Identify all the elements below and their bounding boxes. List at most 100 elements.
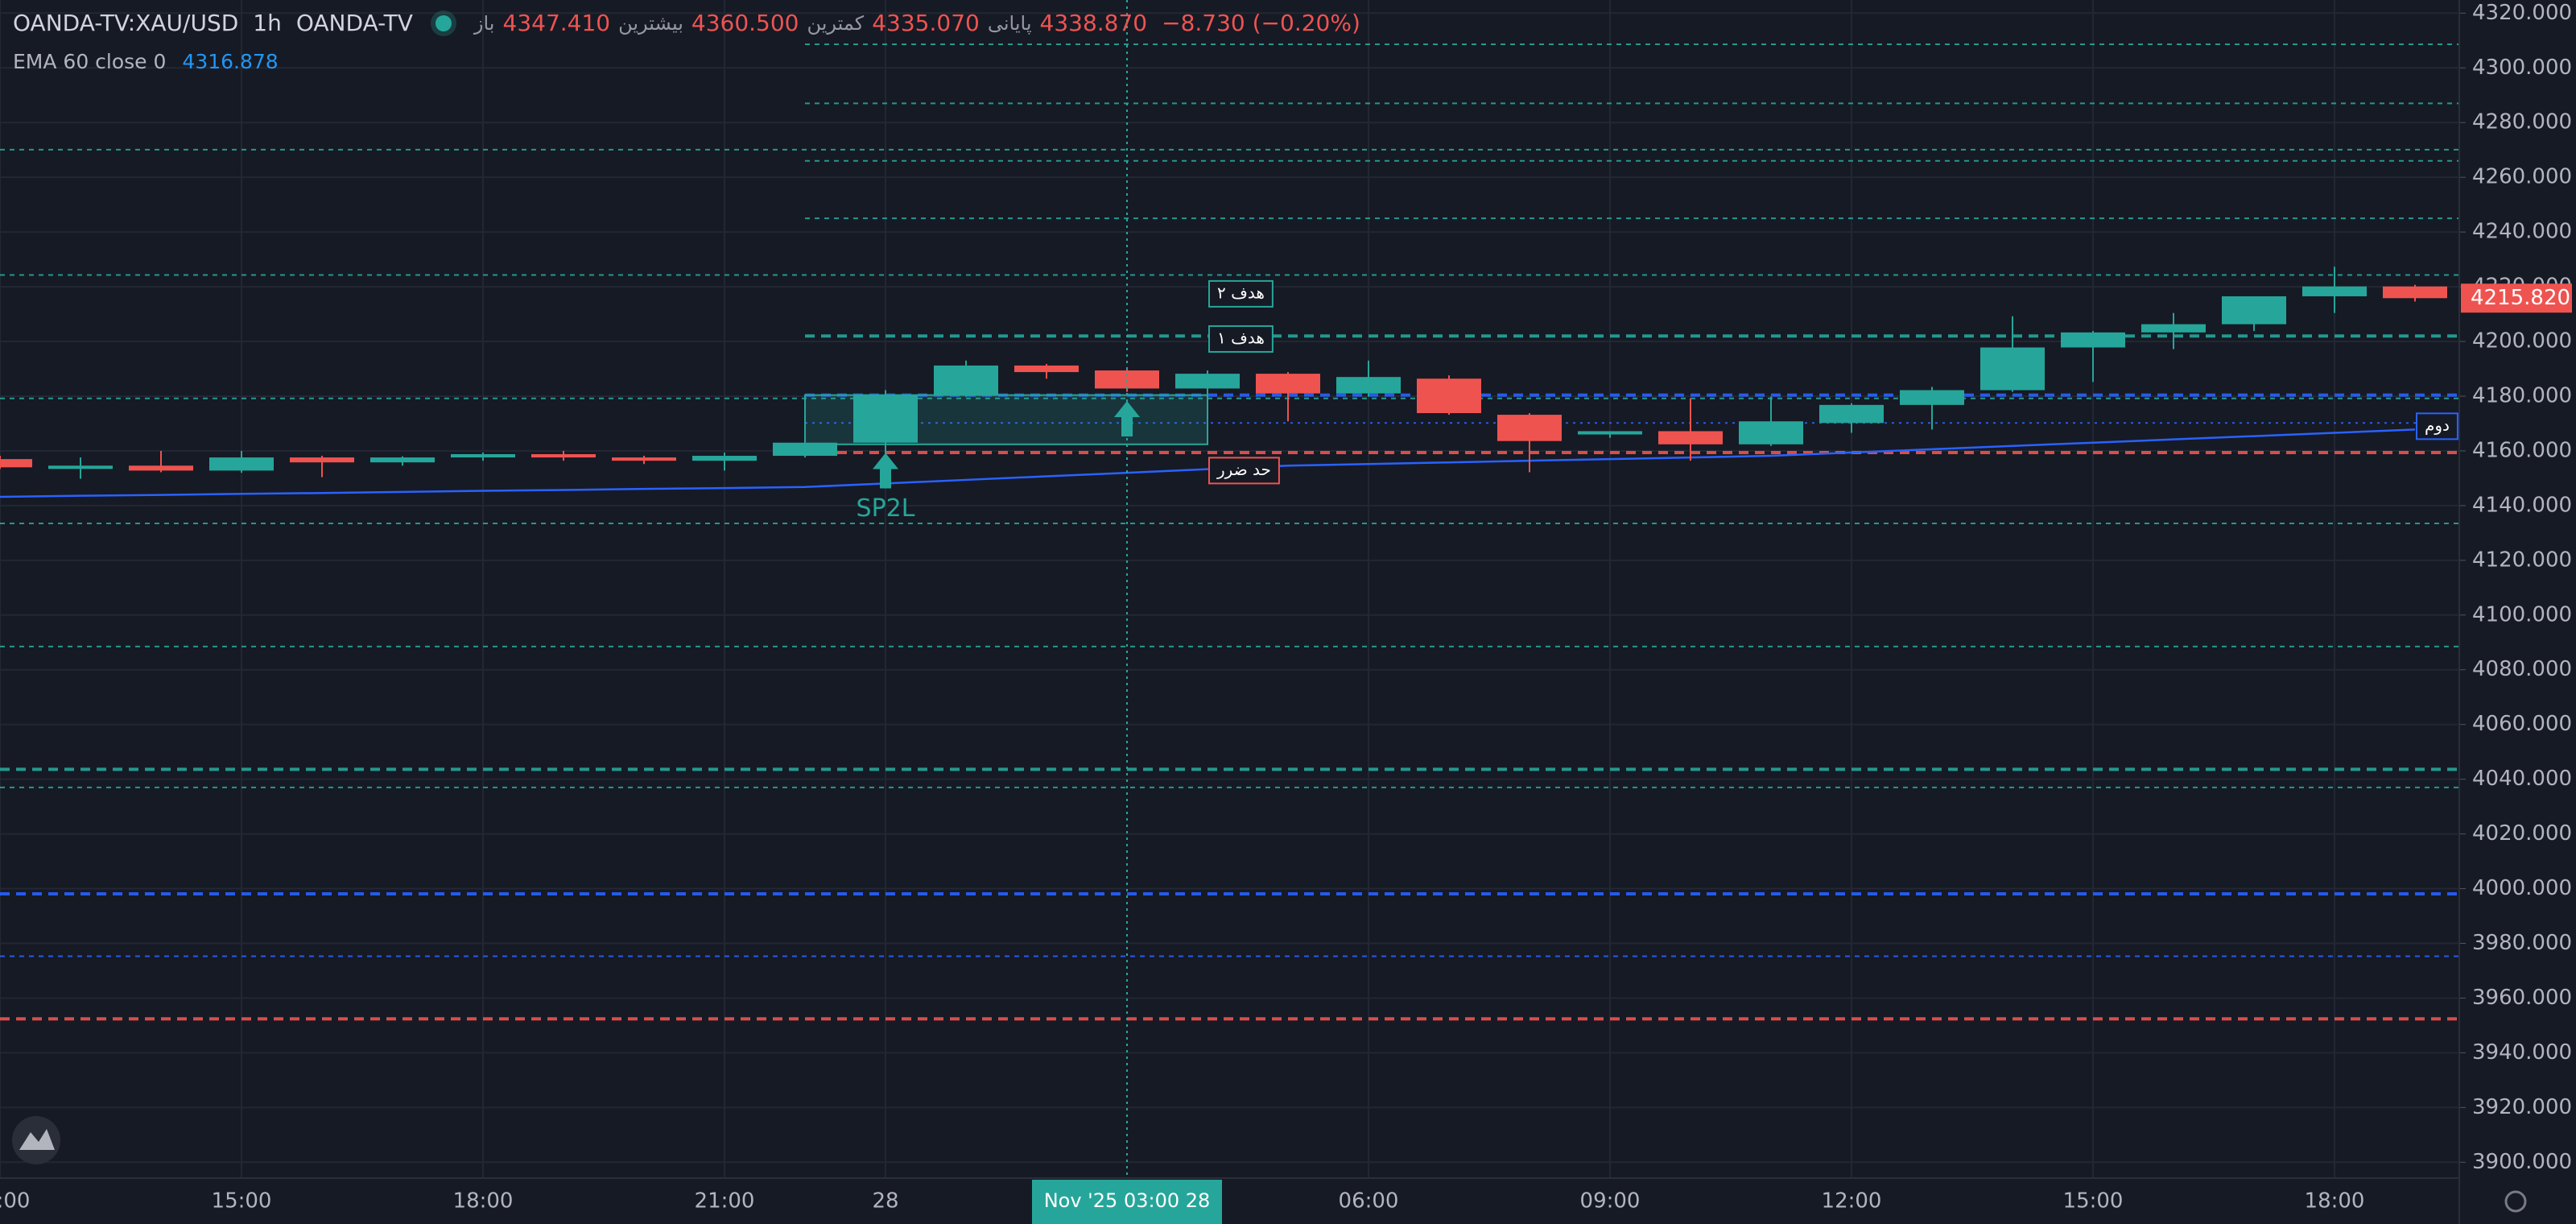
candle-body [612, 457, 676, 461]
candle-body [1900, 390, 1964, 405]
candle-body [1578, 431, 1642, 435]
ohlc-label: باز [473, 11, 495, 35]
annotation-label: حد ضرر [1216, 460, 1271, 479]
y-tick-label: 4200.000 [2472, 329, 2572, 354]
y-tick-label: 3980.000 [2472, 931, 2572, 955]
y-tick-label: 3920.000 [2472, 1095, 2572, 1119]
candle-body [1980, 347, 2045, 391]
y-tick-label: 4140.000 [2472, 493, 2572, 517]
candle-body [1175, 374, 1240, 389]
last-price-tag [2461, 283, 2572, 313]
candle-body [209, 457, 274, 471]
candle-body [129, 465, 193, 471]
annotation-box [1208, 279, 1274, 308]
candle-body [853, 395, 918, 443]
header: OANDA-TV:XAU/USD 1h OANDA-TV باز 4347.410… [13, 10, 1360, 36]
ohlc-label: بیشترین [618, 11, 683, 35]
candle-body [1819, 404, 1884, 424]
ohlc-label: پایانی [987, 11, 1032, 35]
ohlc-value: 4338.870 [1039, 10, 1148, 36]
candle-body [2061, 332, 2125, 348]
change: −8.730 (−0.20%) [1162, 10, 1360, 36]
plot: SP2L هدف ۲ هدف ۱ حد ضرر دوم [0, 0, 2459, 1178]
candle-body [1336, 377, 1401, 394]
candle-body [1014, 365, 1079, 373]
x-tick-label: 28 [872, 1189, 898, 1214]
status-dot [435, 14, 452, 31]
y-tick-label: 4080.000 [2472, 657, 2572, 681]
candle-body [2222, 296, 2286, 325]
candle-body [773, 442, 837, 457]
ohlc-value: 4347.410 [502, 10, 611, 36]
candle-body [1256, 374, 1320, 394]
x-tick-label: 15:00 [212, 1189, 272, 1214]
x-tick-label: 12:00 [1822, 1189, 1882, 1214]
x-tick-label: 18:00 [453, 1189, 514, 1214]
candle-body [531, 453, 596, 458]
indicator-legend: EMA 60 close 0 4316.878 [13, 50, 279, 73]
y-tick-label: 4020.000 [2472, 821, 2572, 846]
annotation-label: دوم [2425, 416, 2450, 435]
y-tick-label: 3960.000 [2472, 986, 2572, 1010]
x-tick-label: 09:00 [1580, 1189, 1641, 1214]
x-tick-label: 15:00 [2063, 1189, 2124, 1214]
y-tick-label: 4280.000 [2472, 110, 2572, 134]
y-tick-label: 4240.000 [2472, 220, 2572, 244]
candle-body [0, 459, 32, 468]
candle-body [1497, 415, 1562, 441]
indicator-value: 4316.878 [182, 50, 279, 73]
interval[interactable]: 1h [253, 10, 282, 36]
ohlc-value: 4335.070 [872, 10, 980, 36]
candle-body [2141, 324, 2206, 333]
annotation-box [2416, 412, 2458, 440]
annotation-box [1208, 325, 1274, 353]
annotation-box [1208, 457, 1280, 485]
ohlc: باز 4347.410 بیشترین 4360.500 کمترین 4335.070… [474, 10, 1147, 36]
x-tick-label: 06:00 [1339, 1189, 1399, 1214]
candle-body [290, 457, 354, 463]
candle-body [2302, 286, 2367, 296]
y-tick-label: 4180.000 [2472, 383, 2572, 407]
candle-body [370, 457, 435, 463]
candle-body [1739, 421, 1803, 445]
settings-icon[interactable] [2504, 1190, 2527, 1213]
symbol[interactable]: OANDA-TV:XAU/USD [13, 10, 239, 36]
ema-line [0, 428, 2416, 498]
y-tick-label: 4000.000 [2472, 876, 2572, 900]
signal-label: SP2L [857, 494, 915, 523]
logo-mark [19, 1129, 55, 1150]
annotation-label: هدف ۲ [1217, 283, 1265, 302]
candle-body [2383, 286, 2447, 299]
ohlc-label: کمترین [807, 11, 865, 35]
y-tick-label: 3900.000 [2472, 1150, 2572, 1174]
y-tick-label: 4120.000 [2472, 548, 2572, 572]
signal-arrow [873, 453, 898, 489]
ohlc-value: 4360.500 [691, 10, 799, 36]
candle-body [451, 453, 515, 458]
y-tick-label: 3940.000 [2472, 1040, 2572, 1065]
annotation-label: هدف ۱ [1217, 328, 1265, 347]
candle-body [934, 365, 998, 395]
last-price-label: 4215.820 [2471, 286, 2570, 310]
candle-body [1417, 378, 1481, 414]
indicator-name[interactable]: EMA 60 close 0 [13, 50, 167, 73]
candle-body [1658, 431, 1723, 445]
y-tick-label: 4100.000 [2472, 602, 2572, 626]
y-tick-label: 4040.000 [2472, 767, 2572, 791]
y-tick-label: 4320.000 [2472, 1, 2572, 25]
x-tick-label: 18:00 [2305, 1189, 2365, 1214]
y-tick-label: 4160.000 [2472, 438, 2572, 462]
signal-arrow [1114, 400, 1140, 436]
x-tick-label: 21:00 [695, 1189, 755, 1214]
candle-body [692, 456, 757, 461]
x-tick-label: 12:00 [0, 1189, 30, 1214]
y-tick-label: 4260.000 [2472, 165, 2572, 189]
candle-body [1095, 370, 1159, 389]
y-tick-label: 4060.000 [2472, 712, 2572, 736]
crosshair-label: Nov '25 03:00 28 [1044, 1189, 1211, 1212]
candle-body [48, 465, 113, 469]
y-tick-label: 4300.000 [2472, 56, 2572, 80]
source: OANDA-TV [295, 10, 413, 36]
